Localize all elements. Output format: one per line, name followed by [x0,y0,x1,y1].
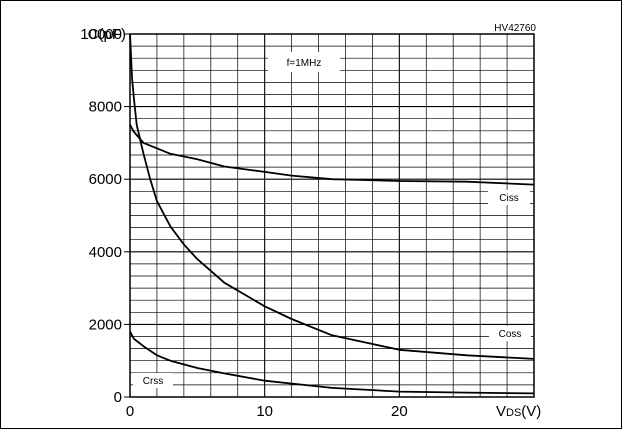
y-tick-label: 0 [114,389,122,406]
x-axis-label-unit: (V) [521,403,541,420]
y-axis-label: C(pF) [88,26,126,43]
condition-label-bg [268,52,340,72]
series-label-coss: Coss [499,329,522,340]
x-tick-label: 0 [126,403,134,420]
condition-label: f=1MHz [287,58,322,69]
y-tick-label: 6000 [89,171,122,188]
y-tick-label: 4000 [89,244,122,261]
series-label-ciss: Ciss [499,193,518,204]
code-label-bg [480,22,538,33]
series-ciss-line [129,124,535,186]
figure-code: HV42760 [494,23,536,34]
x-tick-label: 10 [256,403,273,420]
series-crss-line [129,331,535,395]
x-axis-label-main: V [496,403,506,420]
y-tick-labels: 0 2000 4000 6000 8000 10000 [80,26,130,406]
minor-grid [130,34,534,397]
x-tick-label: 20 [391,403,408,420]
ciss-label-bg [488,190,530,205]
x-axis-label: VDS(V) [496,403,541,420]
series-group [129,33,535,395]
x-axis-label-sub: DS [506,407,521,419]
crss-label-bg [133,373,173,388]
plot-border [129,33,535,398]
x-tick-labels: 0 10 20 [126,403,408,420]
y-tick-label: 8000 [89,99,122,116]
y-tick-label: 2000 [89,316,122,333]
coss-label-bg [489,326,531,341]
series-label-crss: Crss [143,376,164,387]
y-tick-label: 10000 [80,26,122,43]
series-coss-line [129,33,535,360]
label-backgrounds [133,22,538,388]
